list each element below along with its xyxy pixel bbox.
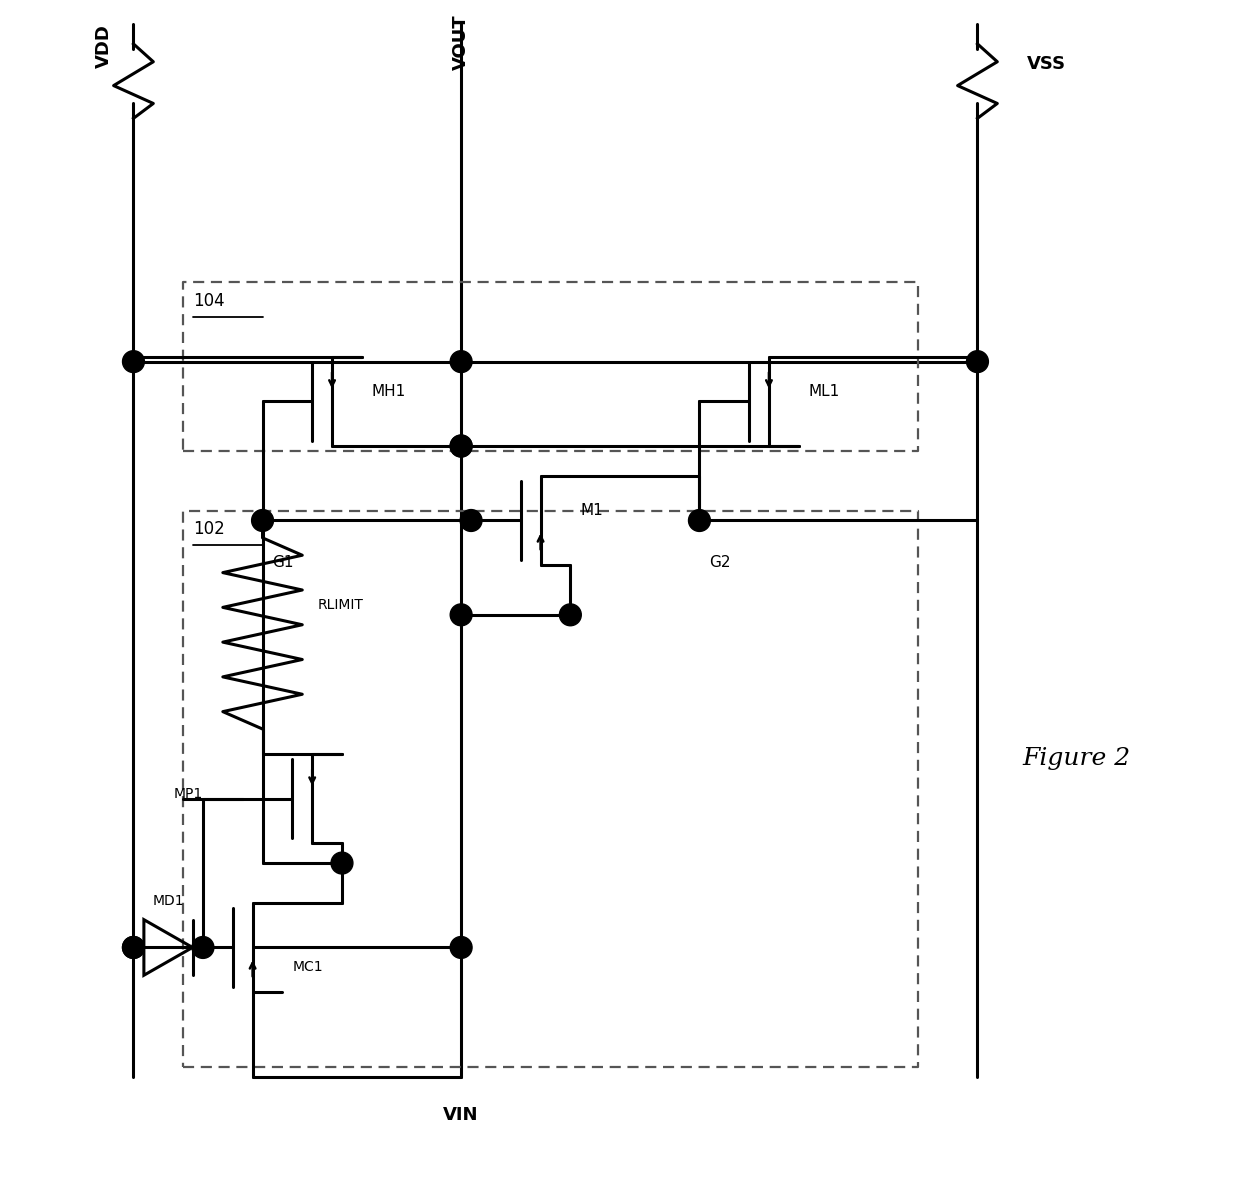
Text: MD1: MD1 — [153, 893, 184, 907]
Text: RLIMIT: RLIMIT — [317, 598, 363, 612]
Text: VSS: VSS — [1027, 54, 1066, 73]
Text: MP1: MP1 — [174, 787, 202, 800]
Circle shape — [123, 350, 144, 373]
Text: MH1: MH1 — [372, 384, 405, 399]
Circle shape — [450, 435, 472, 457]
Text: Figure 2: Figure 2 — [1023, 747, 1131, 771]
Circle shape — [123, 937, 144, 958]
Text: ML1: ML1 — [808, 384, 839, 399]
Text: VIN: VIN — [444, 1107, 479, 1125]
Text: 102: 102 — [193, 520, 224, 538]
Circle shape — [559, 604, 582, 625]
Circle shape — [460, 510, 482, 531]
Text: 104: 104 — [193, 293, 224, 310]
Text: M1: M1 — [580, 503, 603, 518]
Circle shape — [450, 604, 472, 625]
Circle shape — [450, 937, 472, 958]
Text: MC1: MC1 — [293, 961, 322, 975]
Text: VOUT: VOUT — [453, 14, 470, 70]
Circle shape — [450, 350, 472, 373]
Circle shape — [331, 852, 353, 874]
Circle shape — [688, 510, 711, 531]
Circle shape — [966, 350, 988, 373]
Text: G2: G2 — [709, 556, 730, 570]
Circle shape — [252, 510, 274, 531]
Circle shape — [192, 937, 213, 958]
Circle shape — [123, 937, 144, 958]
Circle shape — [450, 435, 472, 457]
Text: VDD: VDD — [94, 24, 113, 68]
Text: G1: G1 — [273, 556, 294, 570]
